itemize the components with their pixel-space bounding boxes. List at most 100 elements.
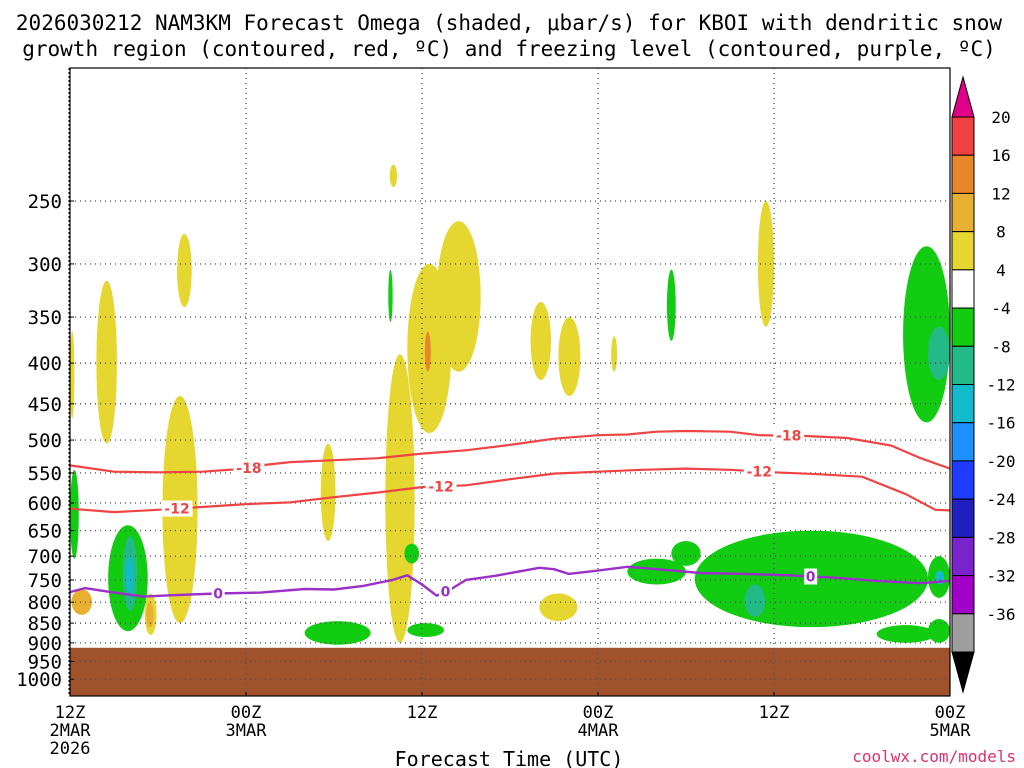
colorbar-segment-8: [951, 422, 975, 462]
colorbar-segment-13: [951, 613, 975, 653]
omega-region-23: [388, 269, 393, 322]
colorbar-segment-7: [951, 384, 975, 424]
omega-region-27: [876, 625, 936, 643]
x-tick-label-1-0: 00Z: [231, 703, 262, 723]
x-tick-label-2-0: 12Z: [407, 703, 438, 723]
dgz-contour-1-label-1: -12: [428, 479, 453, 495]
colorbar-label-4: 4: [996, 261, 1006, 280]
dgz-contour-1-label-bg-1: [425, 478, 457, 495]
y-tick-label-1000: 1000: [16, 669, 62, 691]
chart-title-line1: 2026030212 NAM3KM Forecast Omega (shaded…: [16, 11, 1003, 35]
colorbar-label-11: -28: [987, 528, 1016, 547]
colorbar-label-9: -20: [987, 452, 1016, 471]
colorbar: 20 16 12 8 4 -4 -8 -12 -16 -20 -24 -28 -32 -36: [951, 75, 1016, 694]
x-tick-label-1-1: 3MAR: [226, 721, 268, 741]
freezing-contour-label-0: 0: [213, 586, 223, 602]
omega-region-26: [627, 558, 687, 585]
dgz-contour-0-label-bg-0: [233, 459, 265, 476]
colorbar-segment-3: [951, 231, 975, 271]
freezing-contour-label-bg-2: [804, 568, 818, 585]
colorbar-label-3: 8: [996, 223, 1006, 242]
colorbar-segment-12: [951, 575, 975, 615]
colorbar-top-triangle: [951, 75, 975, 118]
colorbar-label-12: -32: [987, 567, 1016, 586]
colorbar-segment-10: [951, 498, 975, 538]
colorbar-segment-5: [951, 307, 975, 347]
colorbar-label-8: -16: [987, 414, 1016, 433]
y-tick-label-850: 850: [28, 613, 62, 635]
omega-region-21: [404, 543, 420, 564]
colorbar-segment-11: [951, 536, 975, 577]
omega-region-20: [304, 621, 371, 645]
y-tick-label-750: 750: [28, 570, 62, 592]
freezing-contour-label-bg-1: [438, 583, 452, 600]
omega-region-12: [539, 593, 578, 622]
omega-region-24: [671, 541, 701, 566]
x-tick-label-4-0: 12Z: [759, 703, 790, 723]
colorbar-label-13: -36: [987, 605, 1016, 624]
omega-region-15: [71, 589, 92, 615]
omega-region-9: [530, 301, 552, 380]
omega-region-1: [177, 233, 192, 308]
dendritic-growth-contours: -18 -18 -12 -12 -12: [69, 427, 951, 518]
dgz-contour-0-label-1: -18: [776, 429, 801, 445]
colorbar-label-2: 12: [991, 184, 1010, 203]
y-tick-label-450: 450: [28, 394, 62, 416]
colorbar-label-6: -8: [991, 337, 1010, 356]
omega-region-5: [389, 164, 398, 187]
omega-region-4: [320, 443, 336, 542]
dgz-contour-1-label-bg-2: [743, 463, 775, 480]
y-tick-label-400: 400: [28, 353, 62, 375]
omega-region-22: [407, 623, 444, 638]
omega-region-34: [928, 326, 950, 380]
x-tick-label-0-0: 12Z: [55, 703, 86, 723]
plot-frame: [69, 67, 951, 697]
colorbar-label-5: -4: [991, 299, 1010, 318]
x-tick-label-0-2: 2026: [50, 739, 91, 759]
omega-region-29: [928, 619, 950, 643]
x-tick-label-3-1: 4MAR: [578, 721, 620, 741]
omega-region-30: [666, 269, 676, 341]
credit-text: coolwx.com/models: [852, 747, 1016, 766]
dgz-contour-0-label-0: -18: [236, 461, 261, 477]
y-tick-label-500: 500: [28, 430, 62, 452]
dgz-contour-1-label-2: -12: [747, 465, 772, 481]
chart-title-line2: growth region (contoured, red, ºC) and f…: [22, 37, 996, 61]
x-tick-label-5-1: 5MAR: [930, 721, 972, 741]
y-tick-label-700: 700: [28, 546, 62, 568]
terrain-fill: [70, 647, 950, 696]
colorbar-label-1: 16: [991, 146, 1010, 165]
x-axis-label: Forecast Time (UTC): [395, 747, 624, 768]
omega-region-0: [96, 280, 117, 444]
omega-region-16: [146, 602, 154, 628]
colorbar-label-7: -12: [987, 376, 1016, 395]
omega-region-17: [424, 331, 431, 372]
y-axis-ticks: 2503003504004505005506006507007508008509…: [16, 191, 74, 691]
colorbar-segment-9: [951, 460, 975, 500]
colorbar-segment-0: [951, 116, 975, 156]
y-tick-label-800: 800: [28, 592, 62, 614]
x-tick-label-3-0: 00Z: [583, 703, 614, 723]
colorbar-bottom-triangle: [951, 651, 975, 694]
freezing-contour-line: [69, 565, 951, 598]
x-tick-label-5-0: 00Z: [935, 703, 966, 723]
x-tick-label-0-1: 2MAR: [50, 721, 92, 741]
dgz-contour-1-label-0: -12: [164, 502, 189, 518]
y-tick-label-300: 300: [28, 254, 62, 276]
omega-region-8: [436, 221, 481, 372]
colorbar-label-0: 20: [991, 108, 1010, 127]
y-tick-label-950: 950: [28, 651, 62, 673]
freezing-contour-label-bg-0: [211, 585, 225, 602]
freezing-contour-label-1: 0: [441, 585, 451, 601]
y-tick-label-250: 250: [28, 191, 62, 213]
omega-region-33: [744, 584, 766, 617]
y-tick-label-600: 600: [28, 493, 62, 515]
omega-region-18: [70, 469, 79, 559]
y-tick-label-650: 650: [28, 521, 62, 543]
freezing-level-contour: 0 0 0: [69, 565, 951, 602]
omega-region-10: [558, 317, 581, 397]
dgz-contour-0-label-bg-1: [773, 427, 805, 444]
colorbar-segment-1: [951, 154, 975, 194]
